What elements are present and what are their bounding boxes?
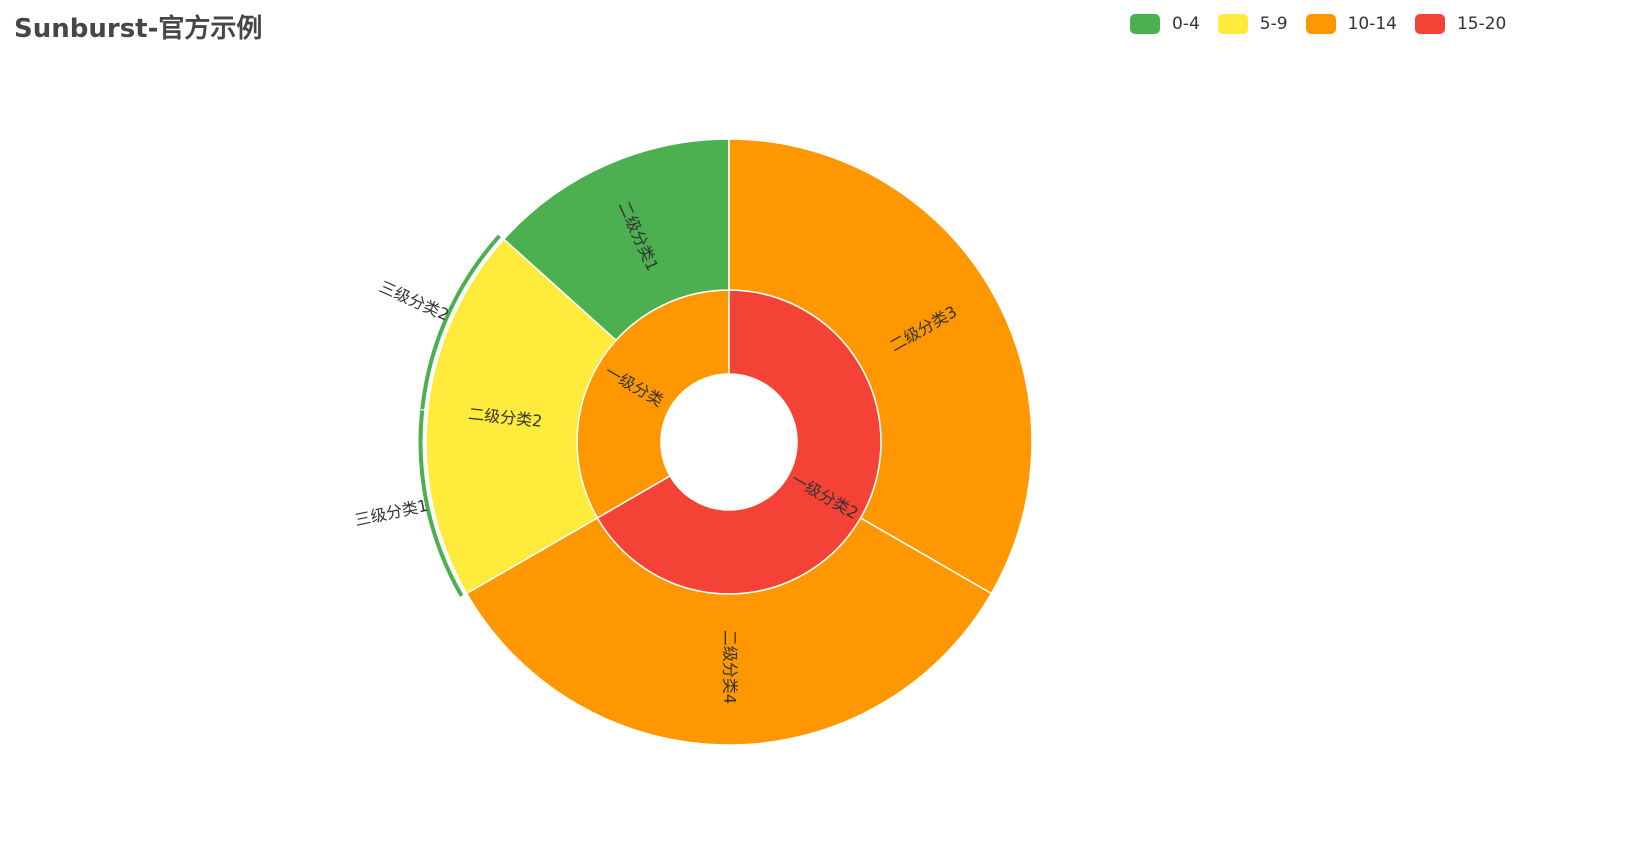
legend-swatch-green xyxy=(1130,14,1160,34)
legend-label: 10-14 xyxy=(1347,14,1397,34)
sunburst-segment[interactable] xyxy=(465,516,993,746)
legend-item-5-9[interactable]: 5-9 xyxy=(1217,14,1288,34)
legend-label: 5-9 xyxy=(1259,14,1288,34)
sunburst-segment[interactable] xyxy=(419,233,503,411)
legend-label: 15-20 xyxy=(1456,14,1507,34)
legend-swatch-orange xyxy=(1305,14,1336,34)
sunburst-segment-label: 三级分类2 xyxy=(376,277,452,325)
sunburst-segment[interactable] xyxy=(425,238,618,595)
legend-swatch-yellow xyxy=(1217,14,1248,34)
chart-title: Sunburst-官方示例 xyxy=(14,14,263,44)
legend-label: 0-4 xyxy=(1172,14,1200,34)
legend-swatch-red xyxy=(1414,14,1445,34)
legend: 0-4 5-9 10-14 15-20 xyxy=(1130,14,1524,34)
sunburst-segment[interactable] xyxy=(502,138,730,342)
sunburst-segment[interactable] xyxy=(728,138,1033,595)
legend-item-15-20[interactable]: 15-20 xyxy=(1414,14,1507,34)
legend-item-0-4[interactable]: 0-4 xyxy=(1130,14,1200,34)
sunburst-segment-label: 二级分类4 xyxy=(721,630,740,704)
legend-item-10-14[interactable]: 10-14 xyxy=(1305,14,1397,34)
sunburst-segment-label: 三级分类1 xyxy=(353,496,430,530)
